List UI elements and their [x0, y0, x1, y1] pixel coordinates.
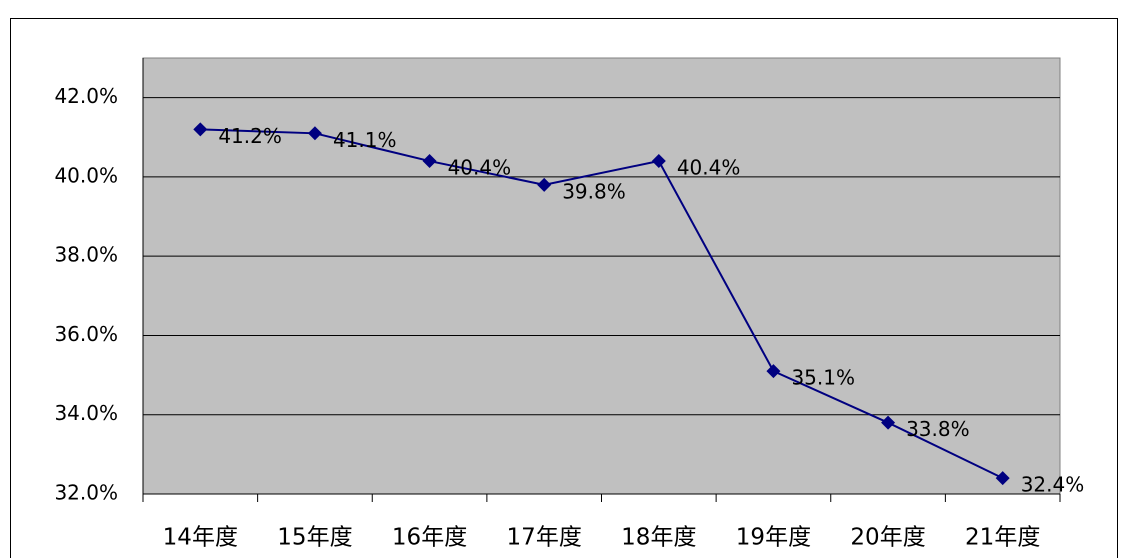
x-tick-label: 14年度 [163, 525, 238, 551]
y-tick-label: 32.0% [54, 481, 118, 505]
data-label: 40.4% [448, 156, 512, 180]
x-tick-label: 16年度 [392, 525, 467, 551]
x-tick-label: 21年度 [965, 525, 1040, 551]
data-label: 32.4% [1021, 473, 1085, 497]
marker [422, 154, 437, 169]
x-tick-label: 19年度 [736, 525, 811, 551]
data-label: 39.8% [562, 179, 626, 203]
y-tick-label: 34.0% [54, 401, 118, 425]
y-tick-label: 36.0% [54, 322, 118, 346]
plot-area [142, 57, 1061, 495]
data-label: 41.1% [333, 128, 397, 152]
marker [307, 126, 322, 141]
x-tick-label: 18年度 [621, 525, 696, 551]
marker [881, 415, 896, 430]
marker [537, 177, 552, 192]
series-line [200, 128, 1004, 480]
x-tick-label: 17年度 [507, 525, 582, 551]
marker [651, 154, 666, 169]
x-tick-label: 15年度 [277, 525, 352, 551]
data-label: 41.2% [218, 124, 282, 148]
y-tick-label: 38.0% [54, 243, 118, 267]
x-tick-label: 20年度 [850, 525, 925, 551]
data-label: 33.8% [906, 417, 970, 441]
data-label: 35.1% [791, 366, 855, 390]
y-tick-label: 42.0% [54, 84, 118, 108]
data-label: 40.4% [677, 156, 741, 180]
marker [995, 471, 1010, 486]
marker [766, 364, 781, 379]
marker [193, 122, 208, 137]
y-tick-label: 40.0% [54, 163, 118, 187]
